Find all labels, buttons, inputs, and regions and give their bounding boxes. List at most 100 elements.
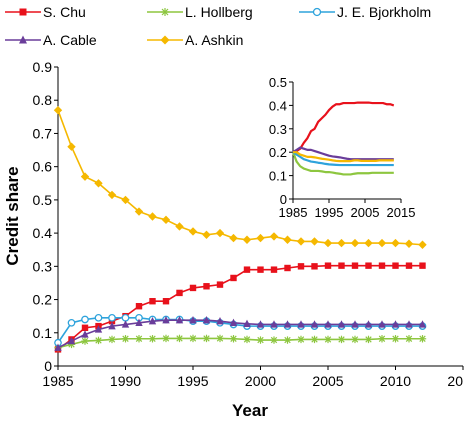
main-series-l-hollberg-point [324, 335, 332, 344]
main-series-s-chu-point [162, 298, 170, 305]
legend-item-a-cable: A. Cable [5, 32, 97, 48]
main-series-a-cable-point [243, 319, 251, 328]
inset-series-5 [293, 151, 394, 163]
main-y-tick-label: 0.6 [33, 159, 53, 175]
main-plot: 0 0.1 0.2 0.3 0.4 0.5 0.6 0.7 0.8 0.9 1985 1990 1995… [33, 59, 464, 389]
inset-y-tick-label: 0.5 [269, 75, 287, 90]
main-series-l-hollberg-point [283, 336, 292, 344]
x-axis-title: Year [232, 401, 268, 420]
main-series-a-cable-point [162, 315, 170, 324]
inset-series-2-line [291, 151, 394, 176]
main-series-s-chu-point [203, 283, 210, 290]
main-series-a-ashkin-point [404, 239, 414, 248]
legend-label: L. Hollberg [185, 4, 253, 20]
main-series-a-ashkin-point [350, 238, 360, 248]
main-series-a-ashkin-point [107, 190, 117, 200]
main-series-a-cable-point [229, 318, 238, 327]
legend-item-l-hollberg: L. Hollberg [147, 4, 253, 20]
legend-swatch-marker [19, 8, 27, 16]
main-series-a-cable-point [297, 320, 305, 328]
main-y-tick-label: 0.3 [33, 258, 53, 274]
inset-y-tick-label: 0 [280, 192, 287, 207]
main-series-a-cable-point [81, 330, 89, 338]
inset-series-4-line [292, 146, 394, 161]
main-series-s-chu-point [324, 262, 332, 269]
main-x-tick-label: 1990 [110, 373, 141, 389]
main-series-a-cable-point [364, 320, 373, 328]
main-series-a-ashkin-point [242, 235, 252, 244]
inset-series-1-line [292, 101, 395, 154]
inset-x-tick-label: 1985 [279, 205, 308, 220]
main-x-tick-label: 2015 [447, 373, 464, 389]
main-series-a-cable-point [135, 318, 143, 327]
main-series-a-cable-point [405, 320, 413, 328]
legend-item-j-e-bjorkholm: J. E. Bjorkholm [299, 4, 431, 20]
inset-series-4 [292, 146, 394, 161]
main-series-a-cable-point [202, 315, 211, 324]
legend-swatch-marker [160, 35, 170, 45]
main-series-l-hollberg-point [135, 335, 143, 343]
main-x-tick-label: 1985 [42, 373, 73, 389]
main-y-tick-label: 0.4 [33, 225, 53, 241]
inset-series-1 [292, 101, 395, 154]
main-x-tick-label: 2010 [380, 373, 411, 389]
inset-plot: 0 0.1 0.2 0.3 0.4 0.5 1985 1995 2005 2015 [269, 75, 416, 220]
main-series-l-hollberg-point [297, 335, 305, 344]
main-series-j-e-bjorkholm-line [57, 317, 423, 344]
main-series-a-ashkin-line [57, 109, 423, 246]
main-series-a-cable-point [189, 315, 197, 324]
main-series-s-chu-point [405, 262, 413, 269]
main-series-a-ashkin-point [256, 233, 265, 243]
main-y-tick-label: 0.1 [33, 325, 53, 341]
main-series-a-cable-point [148, 316, 157, 325]
main-series-a-cable-point [324, 320, 332, 328]
inset-y-tick-label: 0.1 [269, 169, 287, 184]
main-series-a-ashkin-point [337, 238, 346, 248]
main-series-s-chu-point [284, 264, 291, 272]
main-series-a-cable-point [310, 320, 319, 328]
main-y-tick-label: 0.7 [33, 125, 53, 141]
legend-item-s-chu: S. Chu [5, 4, 86, 20]
inset-series-5-line [293, 151, 394, 163]
main-series-l-hollberg-point [364, 335, 373, 344]
main-series-a-ashkin-point [418, 240, 427, 249]
main-series-l-hollberg-point [162, 334, 170, 343]
main-series-a-ashkin-point [175, 222, 184, 231]
main-series-a-cable-point [216, 316, 224, 325]
main-series-j-e-bjorkholm-point [81, 315, 89, 324]
main-series-l-hollberg-point [243, 335, 251, 344]
inset-x-tick-label: 2015 [387, 205, 416, 220]
main-series-l-hollberg-point [94, 336, 103, 345]
inset-y-tick-label: 0.2 [269, 145, 287, 160]
main-series-l-hollberg-point [81, 337, 89, 345]
main-series-s-chu-point [176, 289, 183, 297]
main-series-s-chu-point [270, 266, 278, 273]
main-series-l-hollberg-point [202, 334, 211, 343]
main-series-s-chu-point [81, 324, 89, 331]
main-series-a-cable-point [378, 320, 386, 328]
main-series-s-chu-point [351, 262, 359, 269]
main-series-a-ashkin-point [80, 172, 90, 181]
main-series-s-chu-point [365, 262, 372, 269]
main-series-j-e-bjorkholm-point [108, 313, 116, 322]
main-series-a-cable-point [391, 320, 400, 328]
main-series-l-hollberg-line [57, 337, 423, 349]
main-series-a-ashkin-point [296, 237, 306, 246]
main-series-a-cable-point [283, 320, 292, 328]
y-axis-title: Credit share [3, 166, 22, 265]
main-series-l-hollberg [54, 334, 427, 352]
legend: S. Chu L. Hollberg J. E. Bjorkholm A. Cable… [5, 4, 431, 48]
main-series-s-chu-point [257, 266, 264, 273]
main-series-a-cable-line [57, 319, 423, 349]
main-series-l-hollberg-point [256, 336, 265, 344]
main-series-a-ashkin-point [94, 179, 103, 188]
main-series-l-hollberg-point [270, 336, 278, 344]
main-series-a-cable-point [351, 320, 359, 328]
main-series-j-e-bjorkholm-point [67, 318, 76, 327]
main-y-tick-label: 0.8 [33, 92, 53, 108]
main-series-a-ashkin-point [134, 207, 144, 216]
main-series-a-ashkin [53, 105, 427, 249]
main-y-tick-label: 0.5 [33, 192, 53, 208]
main-series-a-ashkin-point [310, 237, 319, 246]
main-series-l-hollberg-point [378, 335, 386, 343]
